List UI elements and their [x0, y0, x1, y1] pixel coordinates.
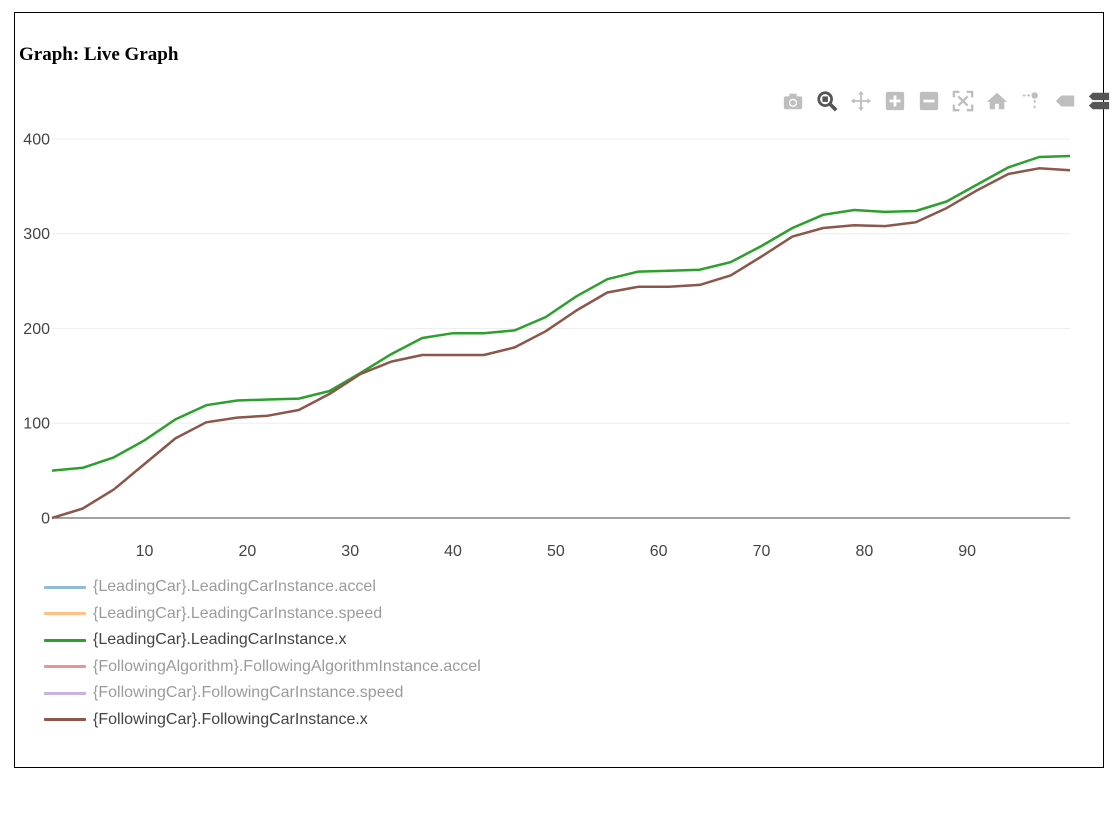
hover-compare-button[interactable] — [1086, 88, 1112, 114]
autoscale-button[interactable] — [950, 88, 976, 114]
graph-panel: Graph: Live Graph — [14, 12, 1104, 768]
y-tick-label: 200 — [23, 321, 50, 338]
legend-label: {FollowingCar}.FollowingCarInstance.x — [93, 710, 368, 728]
legend-item[interactable]: {LeadingCar}.LeadingCarInstance.accel — [44, 574, 481, 601]
x-tick-label: 20 — [238, 543, 256, 560]
zoom-out-button[interactable] — [916, 88, 942, 114]
x-tick-label: 40 — [444, 543, 462, 560]
zoom-in-icon — [885, 91, 905, 111]
legend-item[interactable]: {LeadingCar}.LeadingCarInstance.speed — [44, 601, 481, 628]
x-tick-label: 90 — [958, 543, 976, 560]
legend-item[interactable]: {FollowingCar}.FollowingCarInstance.spee… — [44, 680, 481, 707]
legend-swatch — [44, 638, 86, 642]
zoom-icon — [817, 91, 838, 112]
grid-lines — [52, 138, 1070, 424]
y-tick-label: 0 — [41, 511, 50, 528]
legend-swatch — [44, 612, 86, 616]
autoscale-icon — [952, 90, 974, 112]
legend: {LeadingCar}.LeadingCarInstance.accel {L… — [44, 574, 481, 733]
x-tick-label: 50 — [547, 543, 565, 560]
series-line — [51, 167, 1071, 520]
camera-button[interactable] — [780, 88, 806, 114]
y-tick-label: 400 — [23, 131, 50, 148]
zoom-out-icon — [919, 91, 939, 111]
camera-icon — [783, 93, 803, 110]
zoom-button[interactable] — [814, 88, 840, 114]
graph-title: Graph: Live Graph — [19, 44, 179, 65]
reset-axes-button[interactable] — [984, 88, 1010, 114]
legend-label: {LeadingCar}.LeadingCarInstance.accel — [93, 578, 376, 596]
legend-label: {LeadingCar}.LeadingCarInstance.x — [93, 631, 347, 649]
x-tick-label: 80 — [855, 543, 873, 560]
legend-item[interactable]: {LeadingCar}.LeadingCarInstance.x — [44, 627, 481, 654]
legend-item[interactable]: {FollowingAlgorithm}.FollowingAlgorithmI… — [44, 654, 481, 681]
legend-swatch — [44, 718, 86, 722]
x-axis: 10 20 30 40 50 60 70 80 90 — [52, 517, 1070, 560]
x-tick-label: 60 — [650, 543, 668, 560]
legend-swatch — [44, 665, 86, 669]
hover-closest-icon — [1055, 95, 1075, 107]
legend-label: {FollowingCar}.FollowingCarInstance.spee… — [93, 684, 404, 702]
pan-icon — [850, 90, 872, 112]
y-axis: 0 100 200 300 400 — [23, 131, 50, 527]
zoom-in-button[interactable] — [882, 88, 908, 114]
pan-button[interactable] — [848, 88, 874, 114]
modebar — [772, 88, 1112, 114]
legend-item[interactable]: {FollowingCar}.FollowingCarInstance.x — [44, 707, 481, 734]
series-line — [51, 154, 1071, 472]
home-icon — [986, 92, 1008, 110]
x-tick-label: 30 — [341, 543, 359, 560]
hover-closest-button[interactable] — [1052, 88, 1078, 114]
y-tick-label: 100 — [23, 416, 50, 433]
spike-lines-button[interactable] — [1018, 88, 1044, 114]
legend-swatch — [44, 691, 86, 695]
series-lines — [51, 154, 1071, 520]
y-tick-label: 300 — [23, 226, 50, 243]
legend-label: {LeadingCar}.LeadingCarInstance.speed — [93, 604, 383, 622]
spike-lines-icon — [1022, 92, 1038, 109]
x-tick-label: 10 — [136, 543, 154, 560]
legend-label: {FollowingAlgorithm}.FollowingAlgorithmI… — [93, 657, 481, 675]
legend-swatch — [44, 585, 86, 589]
x-tick-label: 70 — [753, 543, 771, 560]
hover-compare-icon — [1088, 92, 1110, 110]
